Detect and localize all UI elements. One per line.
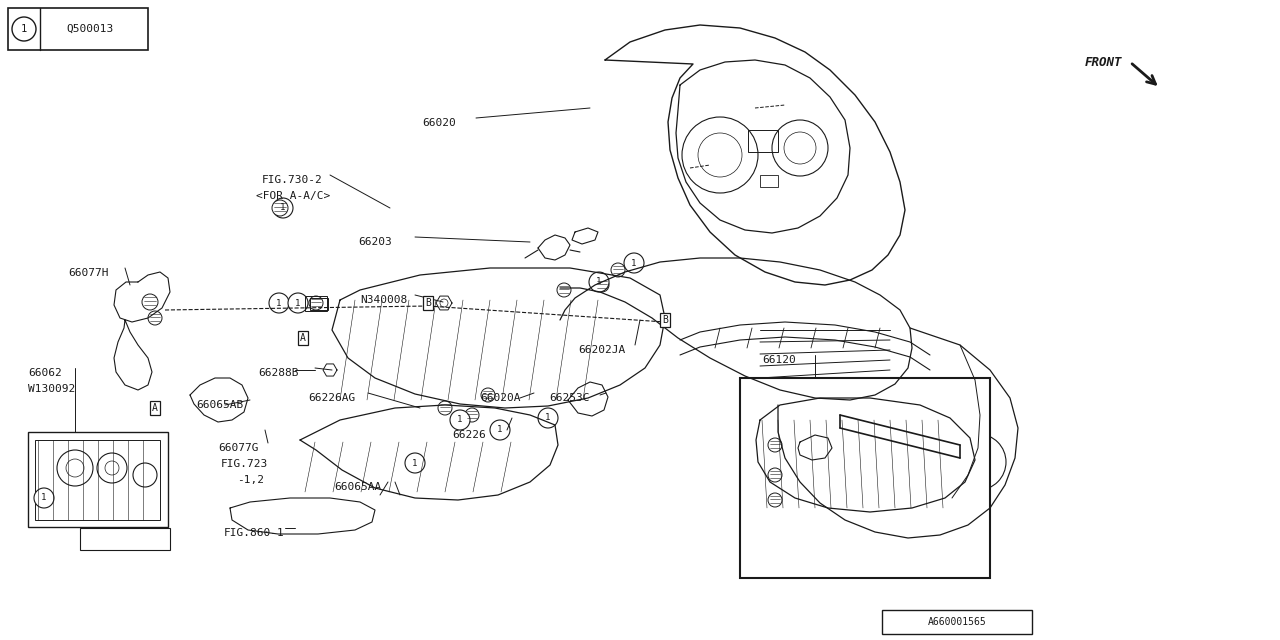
Text: 1: 1	[41, 493, 46, 502]
Circle shape	[481, 388, 495, 402]
Circle shape	[404, 453, 425, 473]
Text: 66226: 66226	[452, 430, 485, 440]
Text: FRONT: FRONT	[1085, 56, 1123, 68]
Bar	[882, 610, 1032, 634]
Circle shape	[35, 488, 54, 508]
Circle shape	[625, 253, 644, 273]
Bar	[28, 432, 168, 527]
Circle shape	[273, 198, 293, 218]
Text: 66203: 66203	[358, 237, 392, 247]
Text: FIG.723: FIG.723	[221, 459, 269, 469]
Circle shape	[148, 311, 163, 325]
Bar	[748, 130, 778, 152]
Text: 1: 1	[545, 413, 550, 422]
Circle shape	[438, 401, 452, 415]
Text: 1: 1	[596, 278, 602, 287]
Text: 1: 1	[20, 24, 27, 34]
Bar	[740, 378, 989, 578]
Circle shape	[288, 293, 308, 313]
Circle shape	[538, 408, 558, 428]
Text: Q500013: Q500013	[67, 24, 114, 34]
Text: 1: 1	[280, 204, 285, 212]
Circle shape	[273, 200, 288, 216]
Circle shape	[768, 493, 782, 507]
Circle shape	[611, 263, 625, 277]
Text: 66288B: 66288B	[259, 368, 298, 378]
Text: 1: 1	[296, 298, 301, 307]
Bar	[35, 440, 160, 520]
Circle shape	[12, 17, 36, 41]
Text: 66065AB: 66065AB	[196, 400, 243, 410]
Text: A660001565: A660001565	[928, 617, 987, 627]
Circle shape	[557, 283, 571, 297]
Circle shape	[768, 438, 782, 452]
Circle shape	[768, 468, 782, 482]
Circle shape	[595, 278, 609, 292]
Bar	[8, 8, 148, 50]
Text: B: B	[662, 315, 668, 325]
Text: 1: 1	[498, 426, 503, 435]
Text: -1,2: -1,2	[237, 475, 264, 485]
Bar	[79, 528, 170, 550]
Text: 66020: 66020	[422, 118, 456, 128]
Text: 66062: 66062	[28, 368, 61, 378]
Text: 1: 1	[457, 415, 462, 424]
Circle shape	[142, 294, 157, 310]
Text: W130092: W130092	[28, 384, 76, 394]
Text: 66120: 66120	[762, 355, 796, 365]
Bar	[760, 175, 778, 187]
Text: 66253C: 66253C	[549, 393, 590, 403]
Text: 1: 1	[631, 259, 636, 268]
Circle shape	[308, 296, 323, 310]
Circle shape	[490, 420, 509, 440]
Text: 66020A: 66020A	[480, 393, 521, 403]
Bar	[310, 298, 328, 310]
Text: 1: 1	[276, 298, 282, 307]
Text: B: B	[425, 298, 431, 308]
Circle shape	[451, 410, 470, 430]
Text: N340008: N340008	[360, 295, 407, 305]
Text: A: A	[152, 403, 157, 413]
Circle shape	[589, 272, 609, 292]
Text: 66202JA: 66202JA	[579, 345, 625, 355]
Text: 66226AG: 66226AG	[308, 393, 356, 403]
Circle shape	[269, 293, 289, 313]
Text: A: A	[300, 333, 306, 343]
Text: 66077H: 66077H	[68, 268, 109, 278]
Text: FIG.860-1: FIG.860-1	[224, 528, 284, 538]
Text: FIG.730-2: FIG.730-2	[262, 175, 323, 185]
Circle shape	[465, 408, 479, 422]
Text: 1: 1	[412, 458, 417, 467]
Text: 66065AA: 66065AA	[334, 482, 381, 492]
Text: 66077G: 66077G	[218, 443, 259, 453]
Bar	[305, 296, 326, 311]
Text: <FOR A-A/C>: <FOR A-A/C>	[256, 191, 330, 201]
